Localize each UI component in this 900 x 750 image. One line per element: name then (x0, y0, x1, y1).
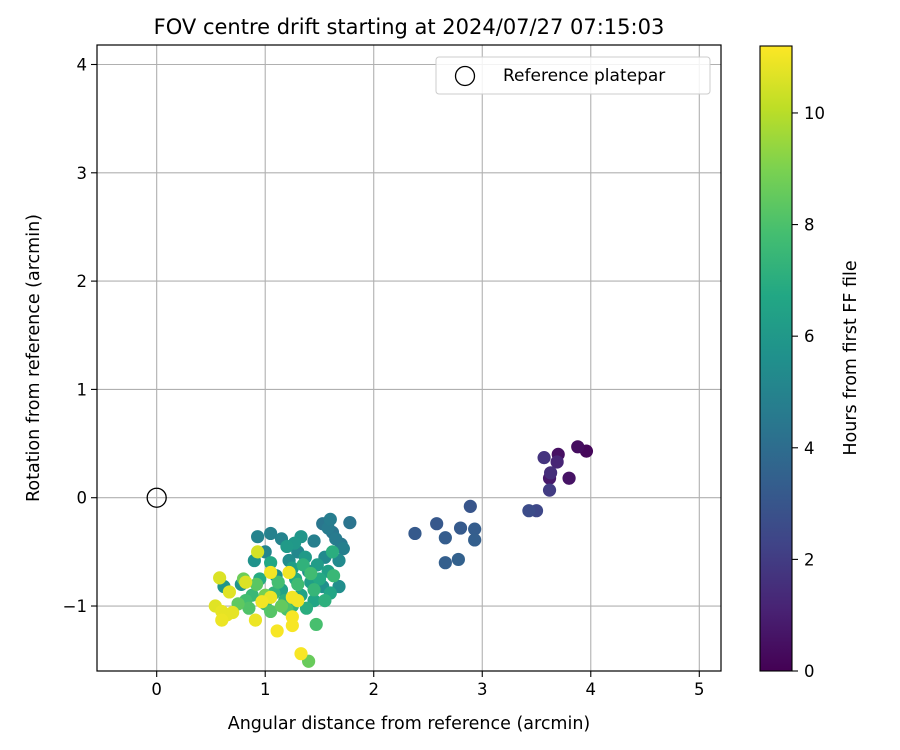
data-point (264, 565, 278, 580)
data-point (562, 471, 576, 485)
colorbar-tick-label: 0 (804, 662, 815, 681)
data-point (255, 595, 269, 609)
data-point (248, 613, 263, 627)
plot-background (97, 45, 721, 671)
y-axis-ticks: −1 0 1 2 3 4 (63, 55, 97, 616)
plot-frame (96, 44, 722, 672)
y-tick-label: 1 (77, 380, 88, 399)
data-point (325, 545, 340, 559)
x-tick-label: 0 (151, 680, 162, 699)
data-point (239, 575, 253, 589)
colorbar (759, 45, 793, 672)
data-point (323, 512, 337, 526)
data-point (438, 556, 452, 570)
data-point (299, 601, 314, 615)
data-point (251, 545, 265, 559)
data-point (291, 577, 305, 591)
data-point (343, 516, 357, 530)
data-point (242, 601, 256, 615)
data-point (550, 455, 564, 469)
colorbar-ticks: 0 2 4 6 8 10 (792, 104, 825, 681)
chart-title: FOV centre drift starting at 2024/07/27 … (154, 15, 665, 39)
colorbar-tick-label: 6 (804, 327, 815, 346)
colorbar-tick-label: 4 (804, 439, 815, 458)
x-axis-ticks: 0 1 2 3 4 5 (151, 671, 705, 699)
data-point (222, 585, 236, 599)
data-point (318, 594, 332, 608)
data-point (453, 521, 468, 535)
data-point (326, 569, 341, 583)
y-tick-label: 3 (77, 164, 88, 183)
data-point (571, 440, 585, 454)
data-point (408, 526, 422, 541)
data-point (264, 556, 278, 570)
y-axis-label: Rotation from reference (arcmin) (24, 214, 44, 502)
data-point (280, 539, 294, 554)
colorbar-label: Hours from first FF file (841, 260, 861, 455)
data-point (282, 565, 296, 580)
data-point (304, 566, 318, 581)
data-point (430, 517, 444, 531)
data-point (542, 483, 557, 497)
data-point (285, 618, 299, 633)
scatter-points (208, 440, 594, 668)
data-point (438, 531, 452, 545)
data-point (307, 583, 321, 597)
data-point (270, 624, 284, 638)
reference-platepar-marker (146, 487, 167, 508)
data-point (264, 526, 278, 541)
data-point (307, 534, 321, 548)
x-tick-label: 3 (477, 680, 488, 699)
colorbar-tick-label: 2 (804, 550, 815, 569)
legend-label: Reference platepar (503, 66, 665, 86)
y-tick-label: −1 (63, 597, 87, 616)
x-axis-label: Angular distance from reference (arcmin) (228, 714, 591, 734)
data-point (544, 466, 558, 480)
grid (97, 45, 721, 671)
x-tick-label: 1 (260, 680, 271, 699)
data-point (468, 522, 482, 536)
data-point (291, 594, 305, 608)
data-point (309, 617, 323, 632)
data-point (251, 530, 265, 544)
colorbar-tick-label: 8 (804, 216, 815, 235)
data-point (451, 552, 465, 567)
data-point (274, 599, 289, 613)
data-point (522, 504, 536, 518)
data-point (271, 575, 285, 589)
data-point (226, 605, 240, 620)
x-tick-label: 5 (694, 680, 705, 699)
data-point (537, 451, 551, 465)
y-tick-label: 2 (77, 272, 88, 291)
data-point (215, 613, 229, 627)
data-point (468, 533, 482, 547)
data-point (336, 542, 350, 556)
y-tick-label: 4 (77, 55, 88, 74)
data-point (294, 647, 308, 661)
y-tick-label: 0 (77, 489, 88, 508)
data-point (249, 577, 264, 591)
legend-marker (454, 65, 476, 87)
colorbar-tick-label: 10 (804, 104, 825, 123)
data-point (213, 571, 227, 585)
data-point (463, 499, 477, 513)
legend: Reference platepar (435, 56, 711, 95)
x-tick-label: 4 (586, 680, 597, 699)
data-point (329, 532, 343, 546)
x-tick-label: 2 (368, 680, 379, 699)
data-point (264, 604, 278, 619)
legend-box (435, 56, 711, 95)
data-point (296, 558, 310, 572)
